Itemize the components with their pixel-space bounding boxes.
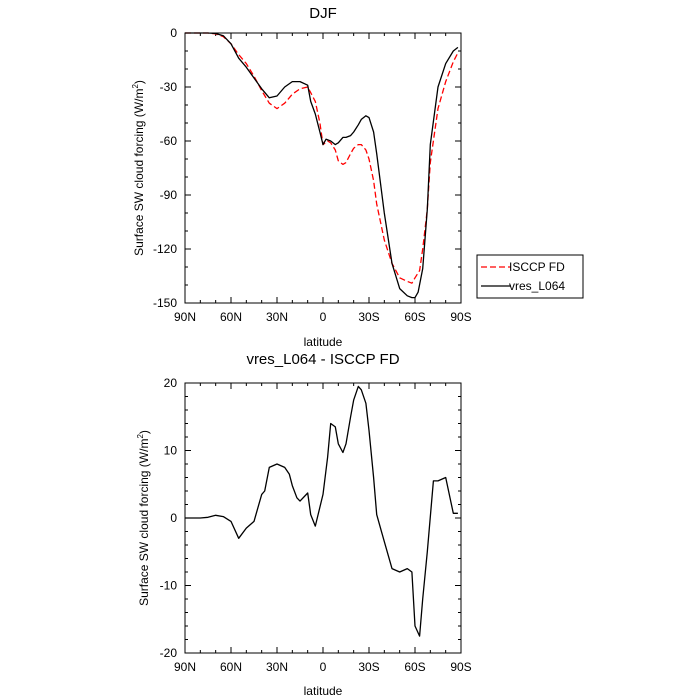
x-tick-label: 30N — [266, 660, 288, 674]
x-tick-label: 60N — [220, 310, 242, 324]
bottom-plot-frame — [184, 382, 462, 654]
legend-box — [476, 254, 584, 299]
y-tick-label: 0 — [170, 26, 177, 40]
y-tick-label: -120 — [153, 242, 177, 256]
top-x-axis-label: latitude — [304, 335, 343, 349]
bottom-x-tick-labels: 90N 60N 30N 0 30S 60S 90S — [174, 660, 472, 674]
bottom-y-tick-labels: 20 10 0 -10 -20 — [160, 376, 178, 660]
x-tick-label: 90N — [174, 310, 196, 324]
y-tick-label: 20 — [164, 376, 178, 390]
bottom-x-axis-label: latitude — [304, 684, 343, 698]
legend-isccp-label: ISCCP FD — [509, 260, 565, 274]
y-tick-label: -150 — [153, 296, 177, 310]
y-tick-label: -10 — [160, 579, 178, 593]
x-tick-label: 30S — [358, 310, 379, 324]
y-tick-label: -90 — [160, 188, 178, 202]
top-panel: DJF 0-30-60-90-120-150 90N 60N 30N 0 30S 60S 9… — [131, 5, 584, 349]
legend-vres-label: vres_L064 — [509, 279, 565, 293]
y-tick-label: 0 — [170, 511, 177, 525]
top-y-tick-labels: 0 -30 -60 -90 -120 -150 — [153, 26, 177, 310]
series-line-vres-l064-isccp-fd — [185, 385, 458, 637]
top-title: DJF — [309, 5, 337, 22]
x-tick-label: 90S — [450, 660, 471, 674]
bottom-plot-lines — [185, 385, 458, 637]
x-tick-label: 60S — [404, 310, 425, 324]
x-tick-label: 30N — [266, 310, 288, 324]
x-tick-label: 90S — [450, 310, 471, 324]
series-line-vres-l064 — [185, 32, 459, 299]
y-tick-label: 10 — [164, 444, 178, 458]
x-tick-label: 0 — [320, 310, 327, 324]
y-tick-label: -30 — [160, 80, 178, 94]
top-y-axis-label: Surface SW cloud forcing (W/m2) — [131, 80, 146, 256]
series-line-isccp-fd — [185, 32, 459, 284]
top-plot-frame — [184, 32, 462, 304]
x-tick-label: 30S — [358, 660, 379, 674]
x-tick-label: 90N — [174, 660, 196, 674]
x-tick-label: 60N — [220, 660, 242, 674]
x-tick-label: 0 — [320, 660, 327, 674]
top-axis-ticks — [184, 32, 462, 304]
top-plot-lines — [185, 32, 459, 299]
top-x-tick-labels: 90N 60N 30N 0 30S 60S 90S — [174, 310, 472, 324]
x-tick-label: 60S — [404, 660, 425, 674]
bottom-panel: vres_L064 - ISCCP FD 20 10 0 -10 -20 90N 60N 3… — [136, 351, 472, 698]
legend: ISCCP FD vres_L064 — [476, 254, 584, 299]
bottom-y-axis-label: Surface SW cloud forcing (W/m2) — [136, 430, 151, 606]
y-tick-label: -20 — [160, 646, 178, 660]
bottom-title: vres_L064 - ISCCP FD — [246, 351, 399, 368]
y-tick-label: -60 — [160, 134, 178, 148]
